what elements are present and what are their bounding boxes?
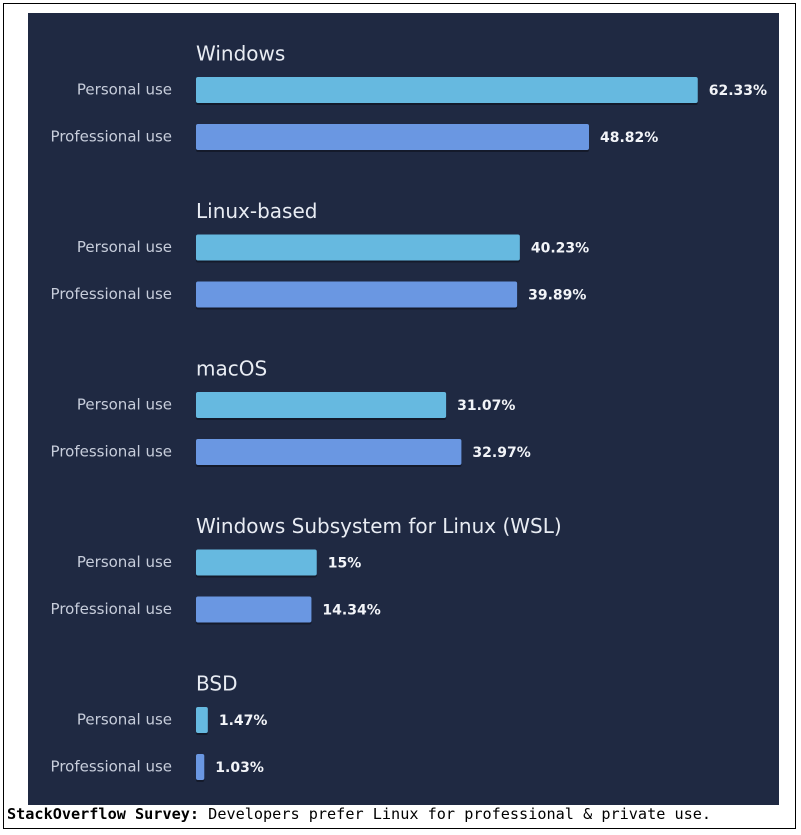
bar-bsd-personal	[196, 707, 208, 733]
group-title-windows: Windows	[196, 42, 285, 66]
group-title-bsd: BSD	[196, 672, 237, 696]
value-label-windows-personal: 62.33%	[709, 83, 767, 99]
category-label-macos-professional: Professional use	[51, 443, 172, 461]
caption-text: Developers prefer Linux for professional…	[199, 805, 712, 823]
value-label-windows-subsystem-for-linux-wsl-personal: 15%	[328, 556, 362, 572]
category-label-windows-personal: Personal use	[77, 81, 172, 99]
value-label-bsd-personal: 1.47%	[219, 713, 268, 729]
value-label-bsd-professional: 1.03%	[215, 760, 264, 776]
bar-windows-professional	[196, 124, 590, 150]
value-label-windows-subsystem-for-linux-wsl-professional: 14.34%	[322, 603, 380, 619]
caption-bold: StackOverflow Survey:	[7, 805, 200, 823]
bar-chart: Windows Personal use 62.33% Professional us…	[51, 42, 767, 782]
chart-panel: Windows Personal use 62.33% Professional us…	[28, 13, 779, 805]
category-label-macos-personal: Personal use	[77, 396, 172, 414]
bar-macos-personal	[196, 392, 447, 418]
value-label-macos-personal: 31.07%	[457, 398, 515, 414]
category-label-windows-subsystem-for-linux-wsl-professional: Professional use	[51, 600, 172, 618]
figure-caption: StackOverflow Survey: Developers prefer …	[7, 805, 711, 823]
figure-frame: Windows Personal use 62.33% Professional us…	[3, 3, 796, 829]
group-title-macos: macOS	[196, 357, 267, 381]
group-title-linux-based: Linux-based	[196, 199, 317, 223]
bar-macos-professional	[196, 439, 462, 465]
value-label-linux-based-professional: 39.89%	[528, 288, 586, 304]
value-label-linux-based-personal: 40.23%	[531, 241, 589, 257]
category-label-bsd-personal: Personal use	[77, 711, 172, 729]
bar-windows-personal	[196, 77, 698, 103]
group-title-windows-subsystem-for-linux-wsl: Windows Subsystem for Linux (WSL)	[196, 514, 562, 538]
bar-bsd-professional	[196, 754, 205, 780]
bar-linux-based-personal	[196, 234, 520, 261]
category-label-linux-based-professional: Professional use	[51, 285, 172, 303]
value-label-macos-professional: 32.97%	[472, 445, 530, 461]
category-label-linux-based-personal: Personal use	[77, 238, 172, 256]
category-label-windows-professional: Professional use	[51, 128, 172, 146]
value-label-windows-professional: 48.82%	[600, 130, 658, 146]
category-label-windows-subsystem-for-linux-wsl-personal: Personal use	[77, 553, 172, 571]
bar-linux-based-professional	[196, 281, 518, 308]
category-label-bsd-professional: Professional use	[51, 758, 172, 776]
bar-windows-subsystem-for-linux-wsl-personal	[196, 549, 317, 576]
bar-windows-subsystem-for-linux-wsl-professional	[196, 596, 312, 623]
